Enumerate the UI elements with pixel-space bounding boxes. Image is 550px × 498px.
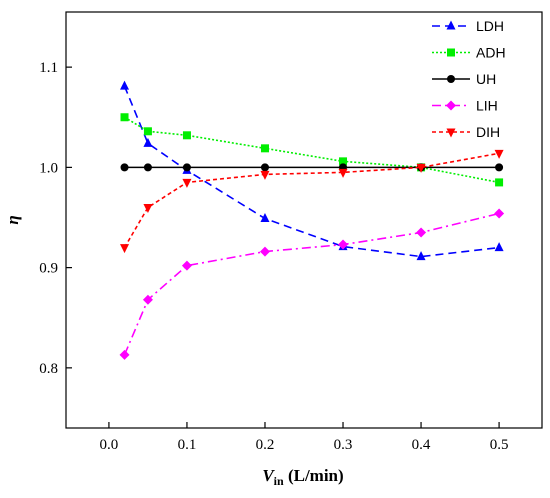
data-point-ldh bbox=[120, 80, 130, 90]
legend-label-lih: LIH bbox=[476, 98, 498, 114]
legend: LDH ADH UH LIH DIH bbox=[432, 18, 506, 140]
data-point-lih bbox=[416, 227, 427, 238]
x-axis-title-unit: (L/min) bbox=[284, 466, 344, 485]
legend-marker-lih bbox=[446, 100, 456, 111]
x-tick-label: 0.5 bbox=[490, 437, 509, 453]
data-point-dih bbox=[182, 178, 192, 188]
data-point-adh bbox=[495, 178, 504, 187]
data-point-ldh bbox=[143, 137, 153, 147]
data-point-dih bbox=[120, 244, 130, 254]
legend-marker-uh bbox=[447, 75, 455, 83]
x-tick-label: 0.0 bbox=[100, 437, 119, 453]
series-layer bbox=[119, 80, 505, 360]
data-point-ldh bbox=[494, 242, 504, 252]
x-axis-title: Vin (L/min) bbox=[262, 466, 343, 488]
y-tick-label: 0.9 bbox=[39, 261, 58, 277]
data-point-adh bbox=[182, 131, 191, 140]
x-tick-label: 0.2 bbox=[256, 437, 275, 453]
data-point-dih bbox=[416, 163, 426, 173]
legend-item-uh: UH bbox=[432, 71, 496, 87]
data-point-uh bbox=[495, 163, 504, 172]
data-point-adh bbox=[143, 127, 152, 136]
series-lih bbox=[119, 208, 505, 360]
y-axis-title: η bbox=[3, 215, 22, 224]
x-axis-title-var: V bbox=[262, 466, 275, 485]
legend-marker-dih bbox=[446, 128, 456, 138]
y-axis: 0.8 0.9 1.0 1.1 bbox=[39, 60, 72, 377]
data-point-dih bbox=[260, 170, 270, 180]
x-axis-title-sub: in bbox=[274, 474, 284, 488]
data-point-uh bbox=[143, 163, 152, 172]
legend-item-adh: ADH bbox=[432, 45, 506, 61]
data-point-dih bbox=[494, 149, 504, 159]
legend-label-ldh: LDH bbox=[476, 18, 504, 34]
legend-label-adh: ADH bbox=[476, 45, 506, 61]
legend-item-ldh: LDH bbox=[432, 18, 504, 34]
y-tick-label: 1.1 bbox=[39, 60, 58, 76]
legend-marker-adh bbox=[447, 48, 455, 57]
legend-label-uh: UH bbox=[476, 71, 496, 87]
data-point-lih bbox=[142, 294, 153, 305]
data-point-dih bbox=[338, 168, 348, 178]
x-tick-label: 0.1 bbox=[178, 437, 197, 453]
y-tick-label: 0.8 bbox=[39, 361, 58, 377]
data-point-adh bbox=[260, 144, 269, 153]
y-tick-label: 1.0 bbox=[39, 160, 58, 176]
data-point-ldh bbox=[260, 212, 270, 222]
x-tick-label: 0.4 bbox=[412, 437, 431, 453]
data-point-dih bbox=[143, 203, 153, 213]
legend-item-lih: LIH bbox=[432, 98, 498, 114]
data-point-ldh bbox=[416, 251, 426, 261]
series-adh bbox=[120, 113, 504, 187]
data-point-lih bbox=[259, 246, 270, 257]
series-dih bbox=[120, 149, 504, 254]
legend-label-dih: DIH bbox=[476, 124, 500, 140]
data-point-uh bbox=[182, 163, 191, 172]
plot-area-frame bbox=[65, 11, 543, 429]
series-ldh bbox=[120, 80, 504, 261]
legend-marker-ldh bbox=[446, 20, 456, 30]
legend-item-dih: DIH bbox=[432, 124, 500, 140]
data-point-lih bbox=[181, 260, 192, 271]
data-point-adh bbox=[120, 113, 129, 122]
data-point-lih bbox=[119, 349, 130, 360]
x-axis: 0.0 0.1 0.2 0.3 0.4 0.5 bbox=[100, 422, 509, 453]
data-point-adh bbox=[339, 157, 348, 166]
data-point-lih bbox=[494, 208, 505, 219]
data-point-uh bbox=[260, 163, 269, 172]
data-point-uh bbox=[120, 163, 129, 172]
x-tick-label: 0.3 bbox=[334, 437, 353, 453]
data-point-lih bbox=[338, 239, 349, 250]
